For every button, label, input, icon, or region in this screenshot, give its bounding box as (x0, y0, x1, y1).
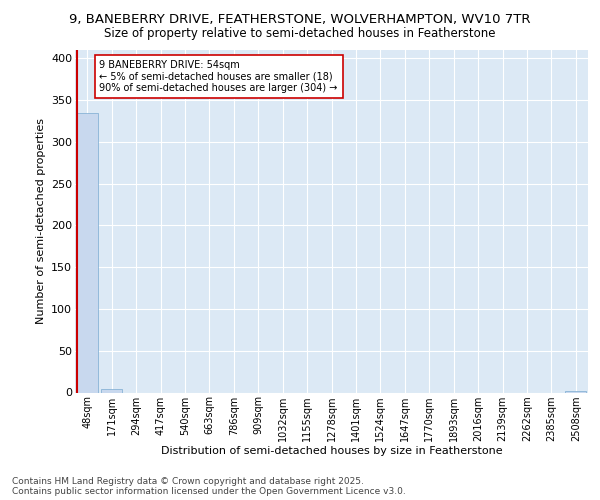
Text: 9, BANEBERRY DRIVE, FEATHERSTONE, WOLVERHAMPTON, WV10 7TR: 9, BANEBERRY DRIVE, FEATHERSTONE, WOLVER… (69, 12, 531, 26)
Bar (565, 391, 586, 392)
Bar (77, 112, 98, 392)
Text: Size of property relative to semi-detached houses in Featherstone: Size of property relative to semi-detach… (104, 28, 496, 40)
Text: Contains HM Land Registry data © Crown copyright and database right 2025.: Contains HM Land Registry data © Crown c… (12, 477, 364, 486)
Bar (101, 389, 122, 392)
Y-axis label: Number of semi-detached properties: Number of semi-detached properties (35, 118, 46, 324)
X-axis label: Distribution of semi-detached houses by size in Featherstone: Distribution of semi-detached houses by … (161, 446, 502, 456)
Text: 9 BANEBERRY DRIVE: 54sqm
← 5% of semi-detached houses are smaller (18)
90% of se: 9 BANEBERRY DRIVE: 54sqm ← 5% of semi-de… (100, 60, 338, 93)
Text: Contains public sector information licensed under the Open Government Licence v3: Contains public sector information licen… (12, 487, 406, 496)
